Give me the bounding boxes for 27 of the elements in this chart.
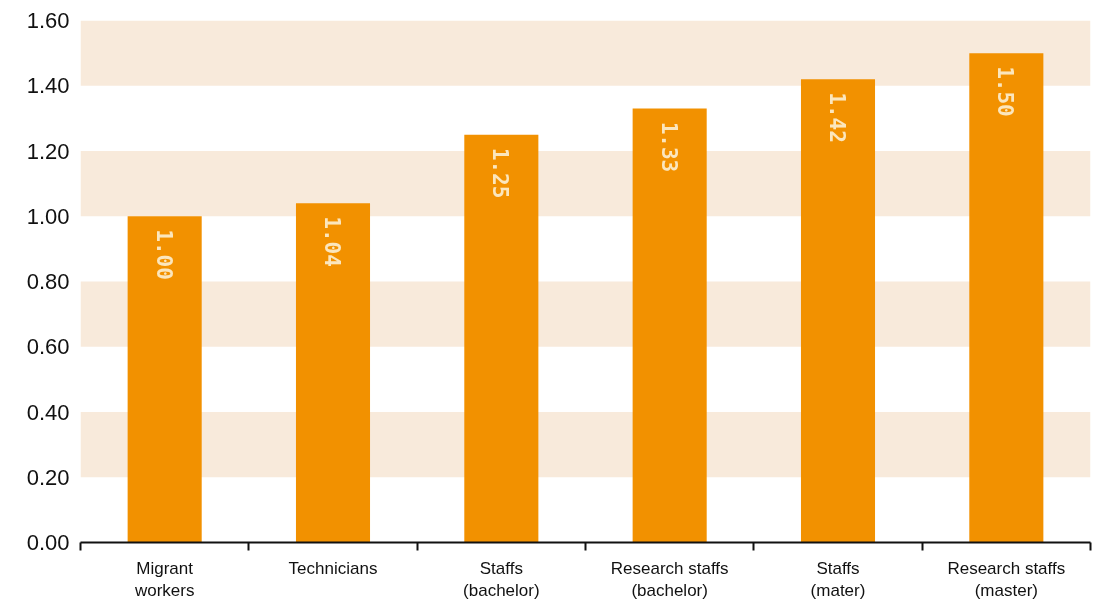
bar: [800, 79, 876, 543]
y-tick-label: 0.60: [26, 334, 70, 360]
bar: [632, 108, 707, 543]
data-label: 1.00: [151, 229, 176, 280]
bar: [295, 203, 371, 543]
y-tick-label: 1.20: [26, 138, 70, 164]
x-tick-label: Technicians: [288, 558, 378, 578]
bar: [969, 53, 1044, 543]
data-label: 1.42: [825, 92, 849, 143]
y-tick-label: 1.60: [26, 8, 70, 33]
data-label: 1.25: [488, 147, 513, 199]
x-tick-label: Research staffs (master): [947, 558, 1066, 601]
data-label: 1.50: [993, 66, 1018, 117]
data-label: 1.04: [320, 216, 344, 267]
bar: [127, 216, 202, 543]
y-tick-label: 0.40: [26, 399, 70, 425]
x-tick-label: Staffs (bachelor): [463, 558, 540, 601]
x-tick-label: Staffs (mater): [810, 558, 866, 601]
y-tick-label: 0.20: [26, 464, 70, 490]
y-tick-label: 0.80: [26, 269, 70, 294]
x-tick-label: Migrant workers: [133, 558, 195, 601]
x-tick-label: Research staffs (bachelor): [610, 558, 729, 601]
y-tick-label: 1.00: [26, 203, 70, 229]
y-tick-label: 0.00: [26, 530, 70, 555]
bar: [464, 134, 539, 543]
y-tick-label: 1.40: [26, 73, 70, 99]
data-label: 1.33: [656, 121, 681, 173]
